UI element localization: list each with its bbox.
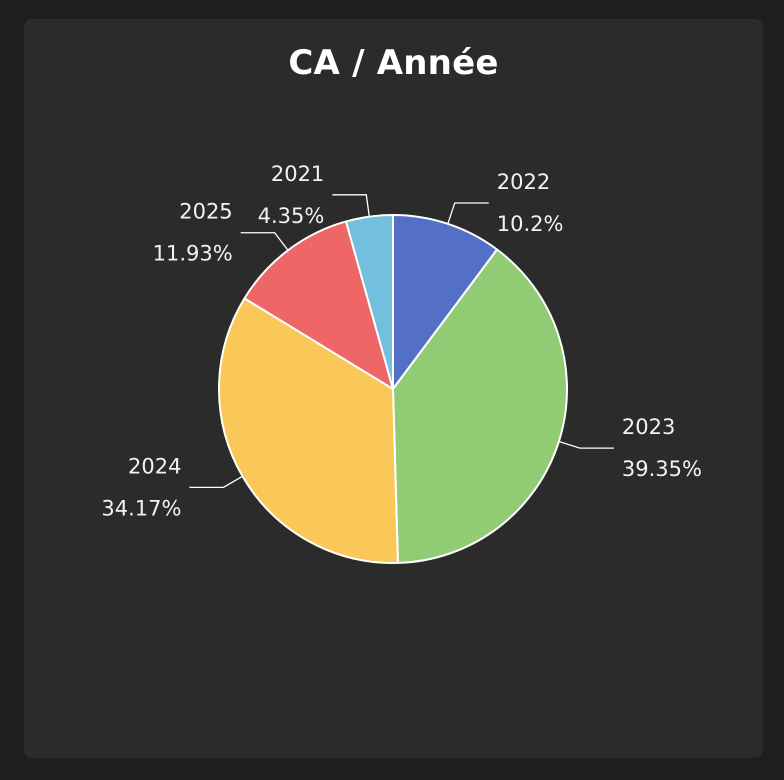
slice-percent-2021: 4.35% xyxy=(258,204,325,228)
pie-slice-2021[interactable] xyxy=(345,214,394,390)
slice-percent-2024: 34.17% xyxy=(101,496,181,520)
leader-line-2021 xyxy=(332,194,370,217)
slice-label-2024: 2024 xyxy=(128,454,181,478)
slice-percent-2023: 39.35% xyxy=(622,457,702,481)
slice-label-2023: 2023 xyxy=(622,415,675,439)
leader-line-2022 xyxy=(447,202,489,225)
chart-title: CA / Année xyxy=(288,43,499,83)
slice-percent-2022: 10.2% xyxy=(497,212,564,236)
pie-slice-2022[interactable] xyxy=(392,214,499,390)
slice-label-2021: 2021 xyxy=(271,162,324,186)
leader-line-2024 xyxy=(189,475,243,488)
slice-label-2022: 2022 xyxy=(497,170,550,194)
slice-percent-2025: 11.93% xyxy=(153,242,233,266)
pie-slice-2023[interactable] xyxy=(392,248,568,564)
slice-label-2025: 2025 xyxy=(179,200,232,224)
leader-line-2023 xyxy=(558,440,614,449)
leader-line-2025 xyxy=(240,232,289,251)
